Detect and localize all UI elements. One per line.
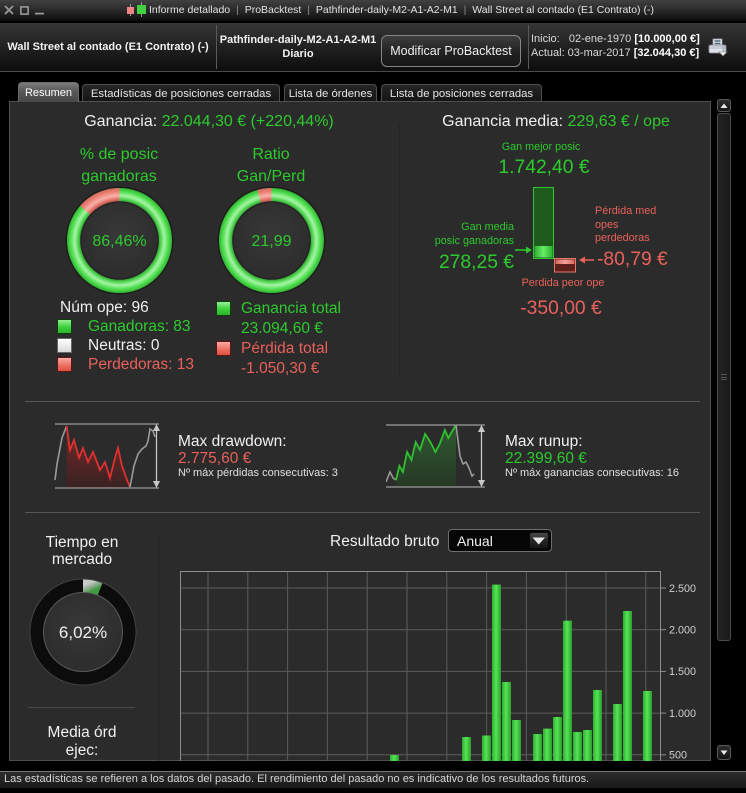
svg-text:1.500: 1.500 [669, 666, 696, 678]
svg-text:86,46%: 86,46% [92, 233, 146, 250]
svg-text:1.000: 1.000 [669, 708, 696, 720]
svg-text:2.000: 2.000 [669, 625, 696, 637]
svg-text:2.500: 2.500 [669, 583, 696, 595]
svg-text:21,99: 21,99 [251, 233, 291, 250]
svg-text:6,02%: 6,02% [59, 623, 107, 642]
svg-text:500: 500 [669, 750, 687, 761]
